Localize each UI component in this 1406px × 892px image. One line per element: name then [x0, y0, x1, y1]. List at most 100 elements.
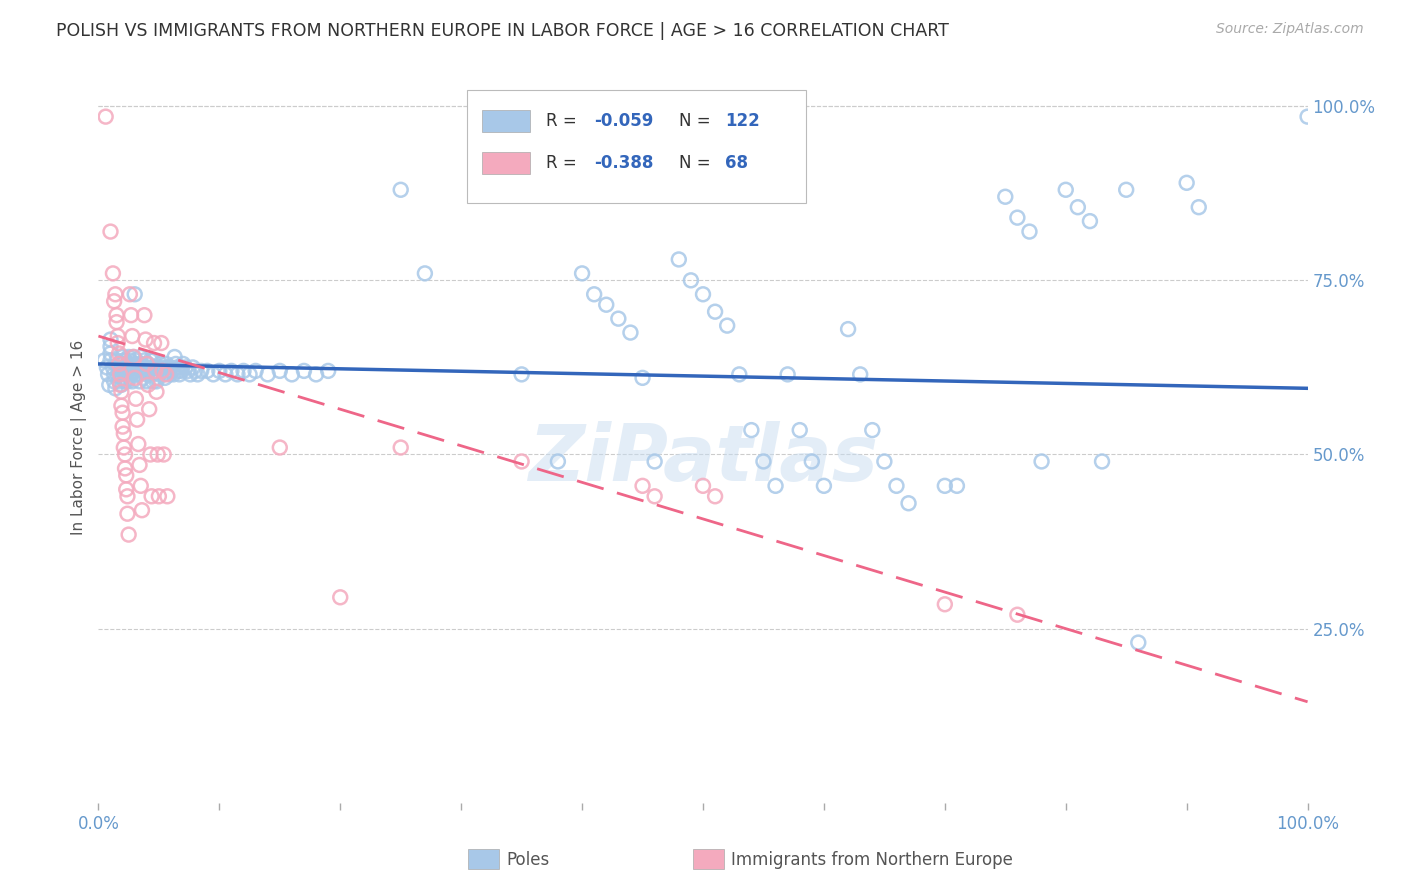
Text: N =: N = [679, 153, 716, 172]
Point [1115, 183, 1137, 197]
Text: 68: 68 [724, 153, 748, 172]
Point [156, 360, 179, 375]
Point [108, 357, 131, 371]
Point [94, 110, 117, 124]
Point [1188, 200, 1211, 214]
Point [510, 454, 533, 468]
Text: N =: N = [679, 112, 716, 130]
Point [105, 308, 128, 322]
Point [120, 368, 142, 382]
Point [1067, 200, 1090, 214]
Point [100, 339, 122, 353]
Point [789, 423, 811, 437]
Point [269, 441, 291, 455]
Text: ZiPatlas: ZiPatlas [529, 421, 877, 497]
Point [145, 371, 167, 385]
Point [167, 364, 190, 378]
Point [101, 360, 124, 375]
Point [1018, 225, 1040, 239]
Point [97, 368, 120, 382]
Point [111, 350, 134, 364]
Point [162, 368, 184, 382]
Point [107, 336, 129, 351]
Point [108, 357, 131, 371]
Point [837, 322, 859, 336]
Point [305, 368, 328, 382]
Point [115, 468, 138, 483]
Point [129, 479, 152, 493]
Point [134, 353, 156, 368]
Point [127, 437, 149, 451]
Point [138, 402, 160, 417]
Text: R =: R = [546, 112, 582, 130]
Point [112, 368, 135, 382]
Point [122, 350, 145, 364]
Point [152, 364, 174, 378]
Point [124, 364, 146, 378]
Point [1078, 214, 1101, 228]
Point [765, 479, 787, 493]
Point [704, 489, 727, 503]
Point [571, 266, 593, 280]
Point [728, 368, 751, 382]
Point [849, 368, 872, 382]
Point [934, 479, 956, 493]
Point [143, 360, 166, 375]
Point [108, 346, 131, 360]
Point [142, 353, 165, 368]
Point [595, 298, 617, 312]
Point [112, 441, 135, 455]
Point [103, 375, 125, 389]
Point [114, 461, 136, 475]
Point [239, 368, 262, 382]
Point [172, 357, 194, 371]
Point [160, 364, 183, 378]
Point [226, 368, 249, 382]
Point [157, 364, 180, 378]
Point [105, 315, 128, 329]
Point [148, 489, 170, 503]
Point [169, 368, 191, 382]
Point [145, 384, 167, 399]
Point [150, 336, 173, 351]
Point [124, 371, 146, 385]
Point [105, 353, 128, 368]
Point [136, 357, 159, 371]
Point [169, 360, 191, 375]
Point [389, 183, 412, 197]
Point [118, 353, 141, 368]
Point [121, 329, 143, 343]
Point [112, 360, 135, 375]
Point [108, 368, 131, 382]
Point [118, 364, 141, 378]
Point [100, 346, 122, 360]
Point [510, 368, 533, 382]
Point [190, 364, 212, 378]
Point [704, 304, 727, 318]
Point [122, 350, 145, 364]
Point [269, 364, 291, 378]
Text: 122: 122 [724, 112, 759, 130]
FancyBboxPatch shape [482, 152, 530, 174]
Point [115, 360, 138, 375]
Point [139, 353, 162, 368]
Point [127, 360, 149, 375]
Point [413, 266, 436, 280]
Point [897, 496, 920, 510]
Point [115, 368, 138, 382]
Point [103, 294, 125, 309]
FancyBboxPatch shape [467, 90, 806, 203]
Point [256, 368, 278, 382]
Point [104, 287, 127, 301]
Point [1007, 211, 1029, 225]
Point [631, 479, 654, 493]
Point [117, 375, 139, 389]
Point [146, 360, 169, 375]
Point [152, 364, 174, 378]
Text: Poles: Poles [506, 851, 550, 869]
Point [107, 360, 129, 375]
Point [139, 448, 162, 462]
Point [1007, 607, 1029, 622]
Point [108, 375, 131, 389]
Text: -0.059: -0.059 [595, 112, 654, 130]
